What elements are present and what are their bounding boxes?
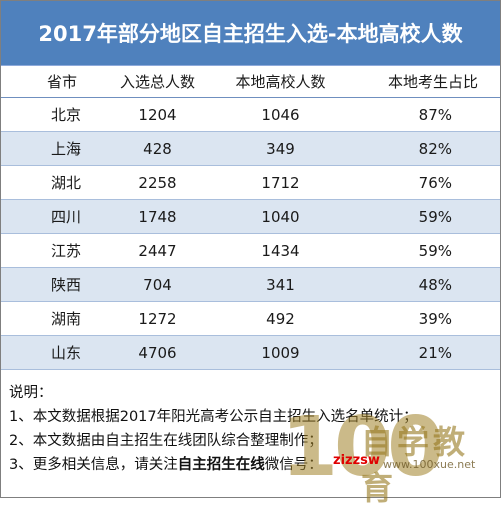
table-row: 江苏 2447 1434 59% <box>1 233 500 268</box>
cell-total: 2258 <box>101 165 214 200</box>
notes-line-1: 1、本文数据根据2017年阳光高考公示自主招生入选名单统计； <box>9 409 418 425</box>
table-row: 山东 4706 1009 21% <box>1 335 500 370</box>
cell-province: 江苏 <box>1 233 101 268</box>
cell-local: 1434 <box>214 233 347 268</box>
cell-ratio: 59% <box>347 233 500 268</box>
data-table: 省市 入选总人数 本地高校人数 本地考生占比 北京 1204 1046 87% … <box>1 66 500 370</box>
table-header-row: 省市 入选总人数 本地高校人数 本地考生占比 <box>1 66 500 98</box>
cell-province: 北京 <box>1 97 101 132</box>
table-row: 陕西 704 341 48% <box>1 267 500 302</box>
cell-province: 陕西 <box>1 267 101 302</box>
notes-section: 说明： 1、本文数据根据2017年阳光高考公示自主招生入选名单统计； 2、本文数… <box>9 381 418 477</box>
notes-line-2: 2、本文数据由自主招生在线团队综合整理制作； <box>9 433 323 449</box>
cell-province: 上海 <box>1 131 101 166</box>
cell-total: 1204 <box>101 97 214 132</box>
cell-total: 2447 <box>101 233 214 268</box>
cell-total: 428 <box>101 131 214 166</box>
notes-heading: 说明： <box>9 385 53 401</box>
notes-line-3-prefix: 3、更多相关信息，请关注 <box>9 457 178 473</box>
header-local-university: 本地高校人数 <box>214 66 347 98</box>
cell-ratio: 76% <box>347 165 500 200</box>
notes-line-3: 3、更多相关信息，请关注自主招生在线微信号： <box>9 453 418 477</box>
table-row: 北京 1204 1046 87% <box>1 97 500 132</box>
cell-total: 4706 <box>101 335 214 370</box>
cell-total: 1748 <box>101 199 214 234</box>
table-title: 2017年部分地区自主招生入选-本地高校人数 <box>1 1 500 66</box>
cell-local: 341 <box>214 267 347 302</box>
cell-local: 1009 <box>214 335 347 370</box>
table-row: 四川 1748 1040 59% <box>1 199 500 234</box>
cell-local: 1712 <box>214 165 347 200</box>
cell-ratio: 59% <box>347 199 500 234</box>
header-province: 省市 <box>1 66 101 98</box>
table-row: 湖南 1272 492 39% <box>1 301 500 336</box>
header-local-ratio: 本地考生占比 <box>347 66 500 98</box>
cell-ratio: 39% <box>347 301 500 336</box>
cell-province: 湖南 <box>1 301 101 336</box>
cell-ratio: 87% <box>347 97 500 132</box>
cell-ratio: 48% <box>347 267 500 302</box>
table-row: 上海 428 349 82% <box>1 131 500 166</box>
cell-total: 1272 <box>101 301 214 336</box>
cell-local: 349 <box>214 131 347 166</box>
notes-line-3-suffix: 微信号： <box>264 457 323 473</box>
cell-province: 山东 <box>1 335 101 370</box>
table-row: 湖北 2258 1712 76% <box>1 165 500 200</box>
cell-total: 704 <box>101 267 214 302</box>
cell-local: 1046 <box>214 97 347 132</box>
notes-line-3-account: 自主招生在线 <box>177 457 265 473</box>
cell-province: 湖北 <box>1 165 101 200</box>
header-total-selected: 入选总人数 <box>101 66 214 98</box>
cell-local: 492 <box>214 301 347 336</box>
cell-ratio: 21% <box>347 335 500 370</box>
cell-local: 1040 <box>214 199 347 234</box>
cell-ratio: 82% <box>347 131 500 166</box>
cell-province: 四川 <box>1 199 101 234</box>
